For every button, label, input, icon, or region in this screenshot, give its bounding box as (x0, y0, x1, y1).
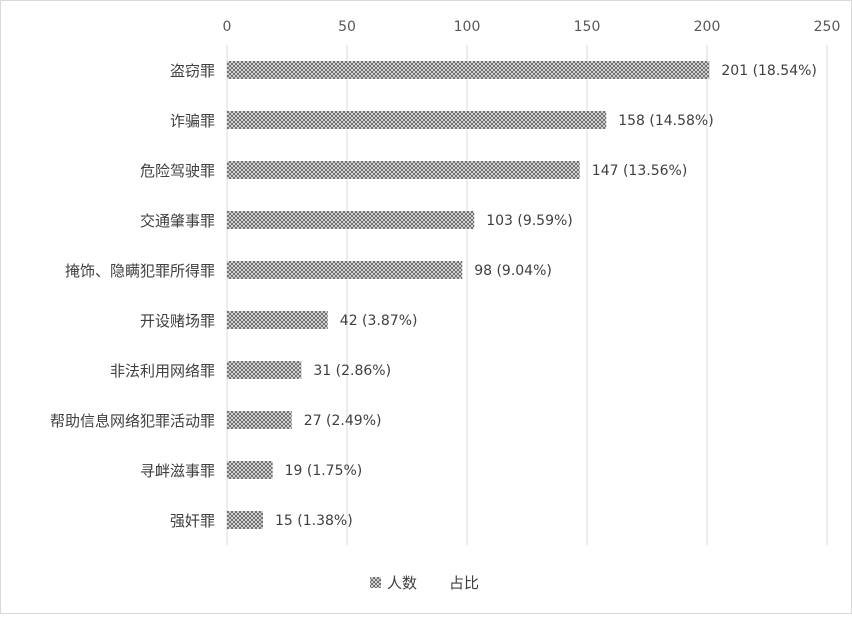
data-label: 158 (14.58%) (618, 113, 713, 129)
bar (227, 261, 463, 279)
data-label: 19 (1.75%) (285, 463, 363, 479)
category-label: 强奸罪 (170, 512, 215, 530)
data-label: 15 (1.38%) (275, 513, 353, 529)
x-tick-label: 0 (223, 19, 232, 35)
category-label: 开设赌场罪 (140, 312, 215, 330)
category-label: 诈骗罪 (170, 112, 215, 130)
data-label: 42 (3.87%) (340, 313, 418, 329)
category-label: 掩饰、隐瞒犯罪所得罪 (65, 262, 215, 280)
data-label: 98 (9.04%) (474, 263, 552, 279)
category-label: 寻衅滋事罪 (140, 462, 215, 480)
legend-label-renshu: 人数 (387, 574, 417, 592)
category-label: 危险驾驶罪 (140, 162, 215, 180)
legend: 人数 占比 (370, 574, 479, 592)
legend-label-zhanbi: 占比 (449, 574, 479, 592)
bar (227, 461, 273, 479)
bars (227, 61, 710, 529)
data-label: 27 (2.49%) (304, 413, 382, 429)
data-labels: 201 (18.54%) 158 (14.58%) 147 (13.56%) 103 … (275, 63, 817, 529)
bar (227, 511, 263, 529)
data-label: 31 (2.86%) (313, 363, 391, 379)
x-tick-label: 100 (454, 19, 481, 35)
category-axis: 盗窃罪诈骗罪危险驾驶罪交通肇事罪掩饰、隐瞒犯罪所得罪开设赌场罪非法利用网络罪帮助… (50, 62, 215, 530)
data-label: 103 (9.59%) (486, 213, 573, 229)
bar (227, 361, 302, 379)
category-label: 帮助信息网络犯罪活动罪 (50, 412, 215, 430)
x-axis: 0 50 100 150 200 250 (223, 19, 841, 35)
data-label: 147 (13.56%) (592, 163, 687, 179)
bar (227, 161, 580, 179)
x-tick-label: 200 (694, 19, 721, 35)
x-tick-label: 150 (574, 19, 601, 35)
bar (227, 111, 607, 129)
x-tick-label: 50 (338, 19, 356, 35)
category-label: 交通肇事罪 (140, 212, 215, 230)
x-tick-label: 250 (814, 19, 841, 35)
category-label: 非法利用网络罪 (110, 362, 215, 380)
legend-swatch-renshu (370, 577, 381, 588)
bar (227, 311, 328, 329)
category-label: 盗窃罪 (170, 62, 215, 80)
bar (227, 61, 710, 79)
bar (227, 411, 292, 429)
bar (227, 211, 475, 229)
data-label: 201 (18.54%) (721, 63, 816, 79)
